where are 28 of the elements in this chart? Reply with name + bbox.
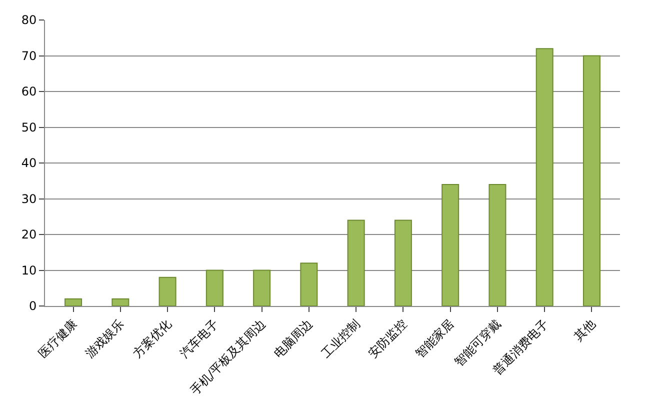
y-tick-label: 0 [28,299,37,314]
bar [300,262,318,306]
bar [347,220,365,306]
x-tick-label: 游戏娱乐 [82,316,127,361]
bar [442,184,460,306]
y-tick-label: 30 [21,192,37,206]
x-tick-label: 安防监控 [366,316,410,361]
y-tick-label: 10 [21,263,37,278]
bar [488,184,506,306]
y-tick-label: 70 [21,48,37,63]
x-tick-label: 电脑周边 [271,316,316,361]
bar [158,276,176,306]
bar [112,298,130,306]
x-tick-label: 方案优化 [130,316,174,361]
y-tick-label: 60 [21,84,37,99]
y-tick-label: 40 [21,156,37,170]
x-tick-label: 其他 [571,316,598,344]
bar [253,270,271,306]
y-tick-label: 20 [21,228,37,242]
y-tick-label: 80 [21,13,37,28]
bar [394,220,412,306]
bar [536,48,554,306]
x-tick-label: 工业控制 [318,316,362,361]
bar [582,55,600,306]
bar [64,298,82,306]
x-tick-label: 医疗健康 [36,316,80,361]
y-tick-label: 50 [21,120,37,134]
bar [206,270,224,306]
